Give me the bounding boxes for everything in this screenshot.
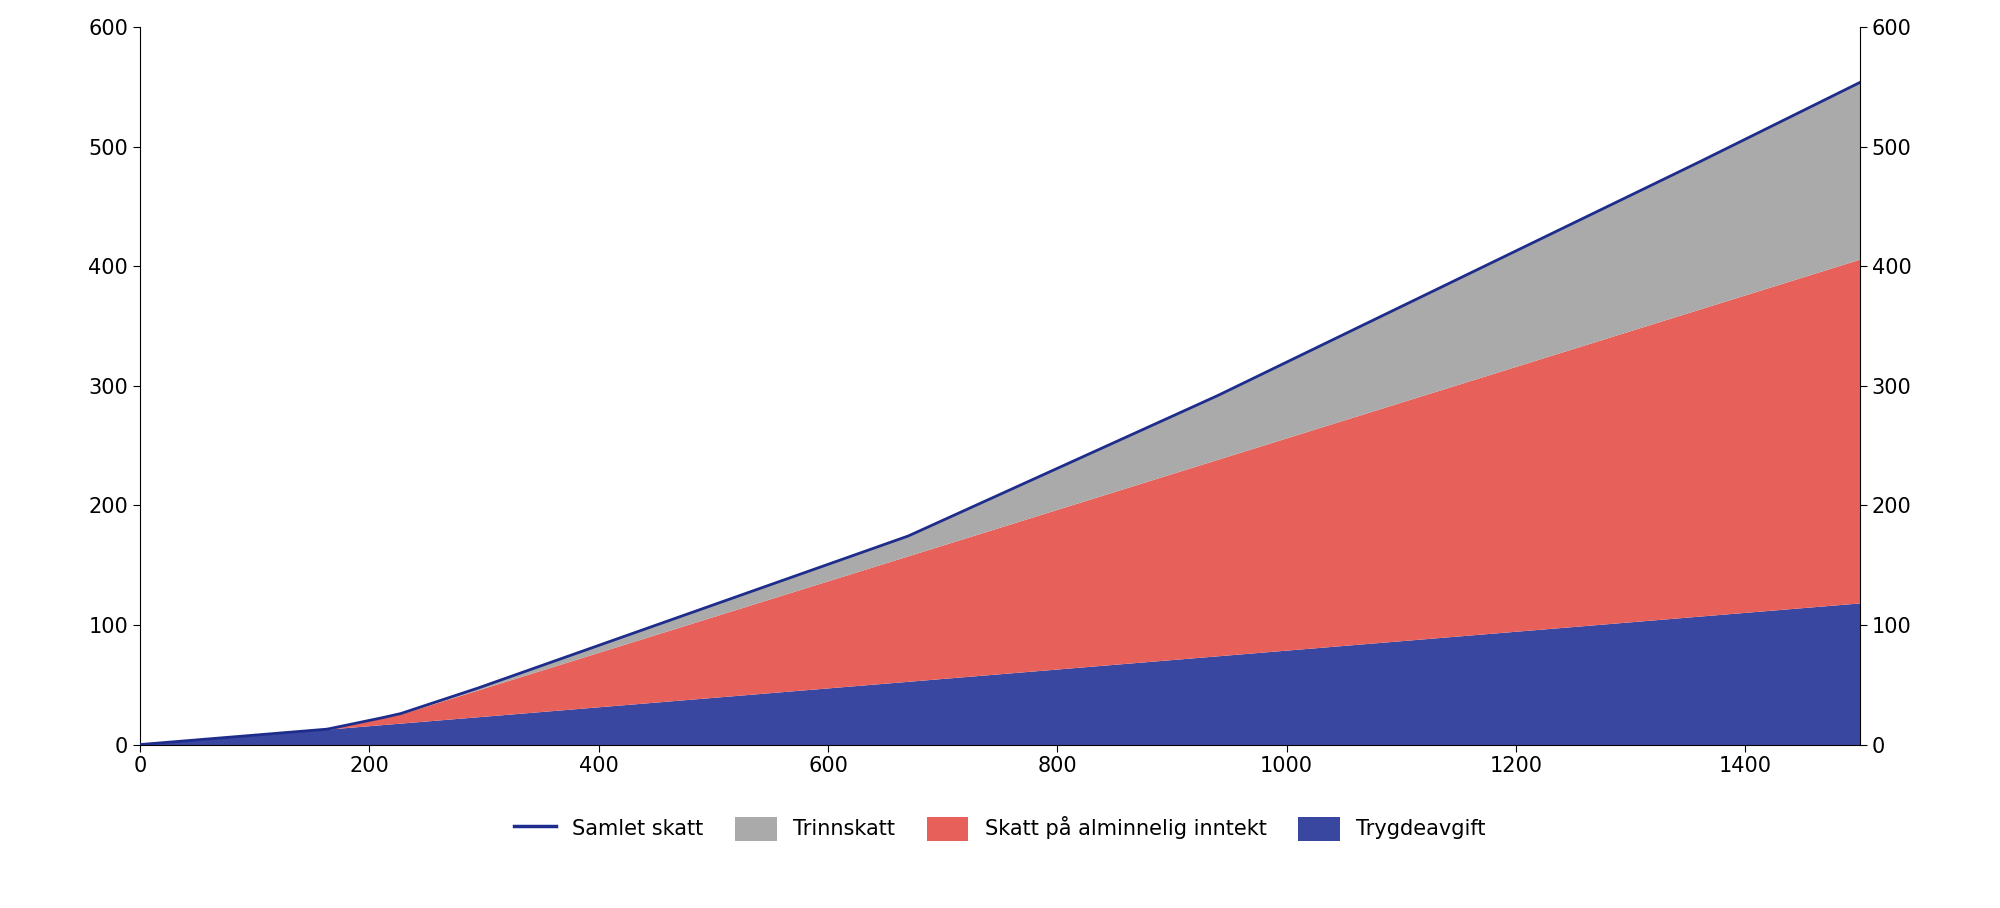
Legend: Samlet skatt, Trinnskatt, Skatt på alminnelig inntekt, Trygdeavgift: Samlet skatt, Trinnskatt, Skatt på almin… [506, 808, 1494, 849]
